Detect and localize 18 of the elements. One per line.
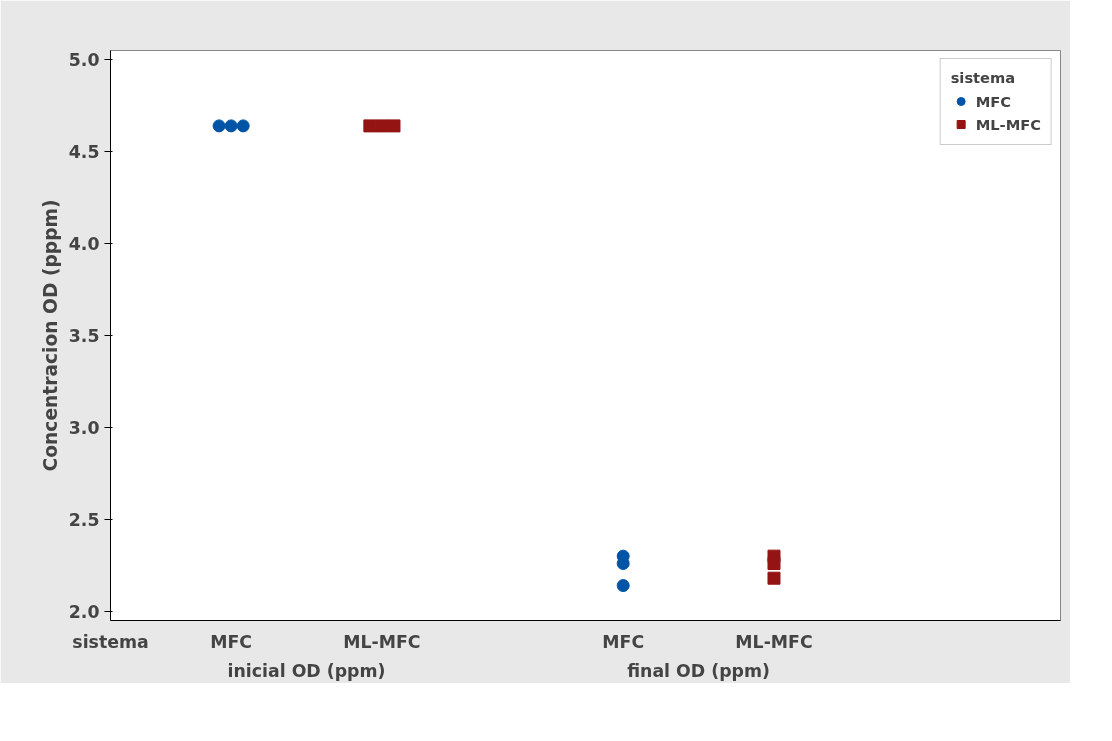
y-tick-label: 4.0 bbox=[68, 234, 100, 255]
text: inicial OD (ppm) bbox=[227, 660, 386, 681]
legend-title: sistema bbox=[950, 69, 1017, 86]
text: final OD (ppm) bbox=[627, 660, 770, 681]
y-axis-title: Concentracion OD (pppm) bbox=[39, 199, 61, 472]
y-tick-label: 2.0 bbox=[68, 601, 100, 622]
text: sistema bbox=[72, 631, 149, 652]
y-tick-label: 5.0 bbox=[68, 50, 100, 71]
y-tick-label: 2.5 bbox=[68, 509, 100, 530]
x-tick-label: MFC bbox=[210, 631, 253, 652]
x-tick-label: MFC bbox=[602, 631, 645, 652]
legend-label: MFC bbox=[975, 92, 1011, 110]
y-tick-label: 3.5 bbox=[68, 326, 100, 346]
y-tick-label: 4.5 bbox=[68, 142, 100, 163]
x-tick-label: ML-MFC bbox=[735, 631, 813, 652]
y-tick-label: 3.0 bbox=[68, 417, 100, 438]
legend-label: ML-MFC bbox=[975, 115, 1041, 133]
x-tick-label: ML-MFC bbox=[343, 631, 421, 652]
